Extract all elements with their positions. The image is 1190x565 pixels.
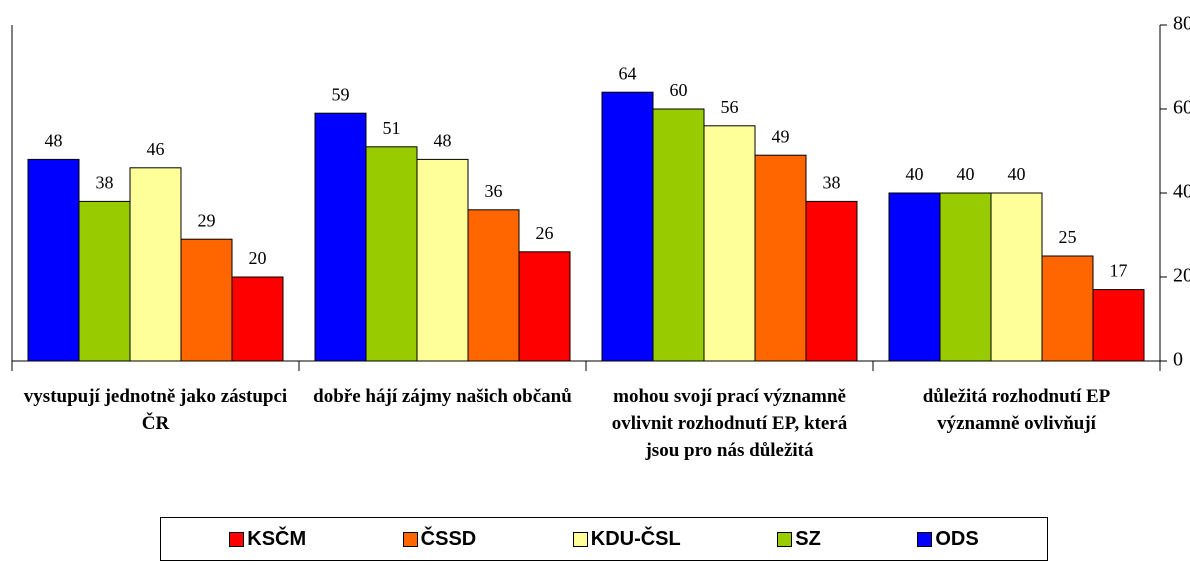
value-label: 29 bbox=[198, 210, 216, 230]
value-label: 40 bbox=[957, 164, 975, 184]
bar bbox=[652, 108, 705, 362]
value-label: 60 bbox=[670, 80, 688, 100]
x-tick-label: důležitá rozhodnutí EP významně ovlivňuj… bbox=[922, 386, 1111, 434]
value-label: 38 bbox=[96, 173, 114, 193]
bar bbox=[888, 192, 941, 362]
bar bbox=[129, 167, 182, 362]
bar bbox=[231, 276, 284, 362]
legend-swatch bbox=[777, 531, 793, 547]
bar bbox=[416, 158, 469, 362]
bar bbox=[990, 192, 1043, 362]
value-label: 20 bbox=[249, 248, 267, 268]
bar bbox=[805, 200, 858, 362]
bar bbox=[939, 192, 992, 362]
x-tick-label: dobře hájí zájmy našich občanů bbox=[313, 386, 572, 407]
legend-swatch bbox=[402, 531, 418, 547]
bar bbox=[27, 158, 80, 362]
legend-label: KSČM bbox=[247, 527, 307, 550]
y-tick-label: 60 bbox=[1173, 97, 1190, 119]
legend-label: KDU-ČSL bbox=[590, 527, 681, 550]
bar bbox=[467, 209, 520, 362]
bar bbox=[601, 91, 654, 362]
legend-label: ČSSD bbox=[420, 527, 477, 550]
value-label: 48 bbox=[434, 131, 452, 151]
bar bbox=[754, 154, 807, 362]
y-tick-label: 40 bbox=[1173, 181, 1190, 203]
legend-item: KDU-ČSL bbox=[572, 527, 681, 551]
bar bbox=[180, 238, 233, 362]
bar bbox=[1092, 289, 1145, 362]
legend-item: ČSSD bbox=[402, 527, 477, 551]
value-label: 51 bbox=[383, 118, 401, 138]
legend-label: ODS bbox=[935, 527, 979, 550]
x-tick-label: vystupují jednotně jako zástupci ČR bbox=[23, 386, 288, 434]
bar bbox=[365, 146, 418, 362]
y-tick-label: 0 bbox=[1173, 349, 1183, 371]
bar bbox=[1041, 255, 1094, 362]
legend: KSČM ČSSD KDU-ČSL SZ ODS bbox=[160, 517, 1048, 561]
value-label: 26 bbox=[536, 223, 554, 243]
y-tick-label: 20 bbox=[1173, 265, 1190, 287]
legend-label: SZ bbox=[795, 527, 821, 550]
value-label: 38 bbox=[823, 173, 841, 193]
value-label: 64 bbox=[619, 63, 637, 83]
x-tick-label: mohou svojí prací významně ovlivnit rozh… bbox=[611, 386, 848, 461]
value-label: 25 bbox=[1059, 227, 1077, 247]
value-label: 40 bbox=[906, 164, 924, 184]
value-label: 46 bbox=[147, 139, 165, 159]
value-label: 49 bbox=[772, 126, 790, 146]
legend-item: SZ bbox=[777, 528, 821, 551]
value-label: 17 bbox=[1110, 261, 1128, 281]
legend-item: ODS bbox=[917, 527, 979, 551]
value-label: 59 bbox=[332, 84, 350, 104]
bar bbox=[518, 251, 571, 362]
y-tick-label: 80 bbox=[1173, 13, 1190, 35]
bar bbox=[78, 200, 131, 362]
bar bbox=[314, 112, 367, 362]
legend-swatch bbox=[229, 531, 245, 547]
legend-swatch bbox=[572, 531, 588, 547]
value-label: 36 bbox=[485, 181, 503, 201]
value-label: 56 bbox=[721, 97, 739, 117]
legend-swatch bbox=[917, 531, 933, 547]
bar bbox=[703, 125, 756, 362]
value-label: 40 bbox=[1008, 164, 1026, 184]
legend-item: KSČM bbox=[229, 528, 306, 551]
value-label: 48 bbox=[45, 131, 63, 151]
